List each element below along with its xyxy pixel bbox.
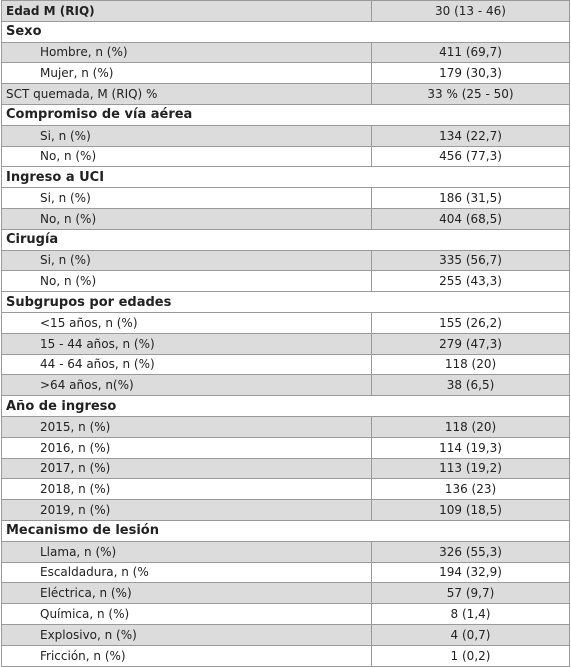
table-row: No, n (%) 404 (68,5) — [1, 207, 570, 230]
row-label: Mujer, n (%) — [1, 62, 372, 85]
table-row: 2015, n (%) 118 (20) — [1, 415, 570, 438]
row-value: 155 (26,2) — [371, 311, 570, 334]
row-value: 326 (55,3) — [371, 540, 570, 563]
row-label: >64 años, n(%) — [1, 374, 372, 397]
table-row: Compromiso de vía aérea — [1, 103, 570, 126]
row-label: Eléctrica, n (%) — [1, 582, 372, 605]
table-row: Escaldadura, n (% 194 (32,9) — [1, 561, 570, 584]
row-label: Si, n (%) — [1, 249, 372, 272]
section-heading: Mecanismo de lesión — [1, 519, 570, 542]
row-label: Fricción, n (%) — [1, 644, 372, 667]
row-value: 118 (20) — [371, 415, 570, 438]
row-label: 44 - 64 años, n (%) — [1, 353, 372, 376]
table-row: 44 - 64 años, n (%) 118 (20) — [1, 353, 570, 376]
table-row: Mujer, n (%) 179 (30,3) — [1, 62, 570, 85]
table-row: Sexo — [1, 20, 570, 43]
row-label: Hombre, n (%) — [1, 41, 372, 64]
section-heading: Sexo — [1, 20, 570, 43]
row-value: 8 (1,4) — [371, 603, 570, 625]
row-value: 186 (31,5) — [371, 187, 570, 209]
row-label: Escaldadura, n (% — [1, 561, 372, 584]
table-row: Fricción, n (%) 1 (0,2) — [1, 644, 570, 667]
row-label: 2019, n (%) — [1, 499, 372, 521]
row-label: Llama, n (%) — [1, 540, 372, 563]
row-value: 411 (69,7) — [371, 41, 570, 64]
section-heading: Ingreso a UCI — [1, 166, 570, 189]
row-label: 15 - 44 años, n (%) — [1, 332, 372, 355]
table-row: 2019, n (%) 109 (18,5) — [1, 499, 570, 521]
row-label: No, n (%) — [1, 207, 372, 230]
row-label: Si, n (%) — [1, 187, 372, 209]
row-value: 1 (0,2) — [371, 644, 570, 667]
row-label: 2017, n (%) — [1, 457, 372, 480]
row-label: Si, n (%) — [1, 124, 372, 147]
row-value: 255 (43,3) — [371, 270, 570, 293]
row-value: 113 (19,2) — [371, 457, 570, 480]
table-row: Química, n (%) 8 (1,4) — [1, 603, 570, 625]
row-value: 118 (20) — [371, 353, 570, 376]
row-label: 2016, n (%) — [1, 436, 372, 459]
row-value: 456 (77,3) — [371, 145, 570, 168]
table-row: No, n (%) 456 (77,3) — [1, 145, 570, 168]
section-heading: Año de ingreso — [1, 395, 570, 417]
row-value: 114 (19,3) — [371, 436, 570, 459]
row-label: Explosivo, n (%) — [1, 623, 372, 646]
table-row: Año de ingreso — [1, 395, 570, 417]
table-row: Explosivo, n (%) 4 (0,7) — [1, 623, 570, 646]
row-value: 57 (9,7) — [371, 582, 570, 605]
row-value: 194 (32,9) — [371, 561, 570, 584]
row-value: 279 (47,3) — [371, 332, 570, 355]
row-value: 179 (30,3) — [371, 62, 570, 85]
section-heading: Cirugía — [1, 228, 570, 251]
row-value: 38 (6,5) — [371, 374, 570, 397]
row-value: 109 (18,5) — [371, 499, 570, 521]
table-row: <15 años, n (%) 155 (26,2) — [1, 311, 570, 334]
row-value: 134 (22,7) — [371, 124, 570, 147]
row-value: 404 (68,5) — [371, 207, 570, 230]
table-row: Subgrupos por edades — [1, 291, 570, 313]
row-value: 30 (13 - 46) — [371, 0, 570, 22]
row-label: No, n (%) — [1, 145, 372, 168]
table-row: 2018, n (%) 136 (23) — [1, 478, 570, 501]
section-heading: Compromiso de vía aérea — [1, 103, 570, 126]
table-row: Mecanismo de lesión — [1, 519, 570, 542]
row-value: 335 (56,7) — [371, 249, 570, 272]
table-row: Si, n (%) 186 (31,5) — [1, 187, 570, 209]
row-label: No, n (%) — [1, 270, 372, 293]
table-row: Llama, n (%) 326 (55,3) — [1, 540, 570, 563]
table-row: No, n (%) 255 (43,3) — [1, 270, 570, 293]
table-row: Si, n (%) 335 (56,7) — [1, 249, 570, 272]
row-value: 136 (23) — [371, 478, 570, 501]
table-row: SCT quemada, M (RIQ) % 33 % (25 - 50) — [1, 83, 570, 105]
row-label: 2018, n (%) — [1, 478, 372, 501]
section-heading: Subgrupos por edades — [1, 291, 570, 313]
table-row: 15 - 44 años, n (%) 279 (47,3) — [1, 332, 570, 355]
row-value: 4 (0,7) — [371, 623, 570, 646]
row-value: 33 % (25 - 50) — [371, 83, 570, 105]
row-label: Química, n (%) — [1, 603, 372, 625]
table-row: Si, n (%) 134 (22,7) — [1, 124, 570, 147]
table-row: 2017, n (%) 113 (19,2) — [1, 457, 570, 480]
table-row: 2016, n (%) 114 (19,3) — [1, 436, 570, 459]
row-label: Edad M (RIQ) — [1, 0, 372, 22]
table-row: Eléctrica, n (%) 57 (9,7) — [1, 582, 570, 605]
table-row: Edad M (RIQ) 30 (13 - 46) — [1, 0, 570, 22]
table-row: Ingreso a UCI — [1, 166, 570, 189]
row-label: 2015, n (%) — [1, 415, 372, 438]
table-row: >64 años, n(%) 38 (6,5) — [1, 374, 570, 397]
table-row: Cirugía — [1, 228, 570, 251]
row-label: SCT quemada, M (RIQ) % — [1, 83, 372, 105]
row-label: <15 años, n (%) — [1, 311, 372, 334]
table-row: Hombre, n (%) 411 (69,7) — [1, 41, 570, 64]
